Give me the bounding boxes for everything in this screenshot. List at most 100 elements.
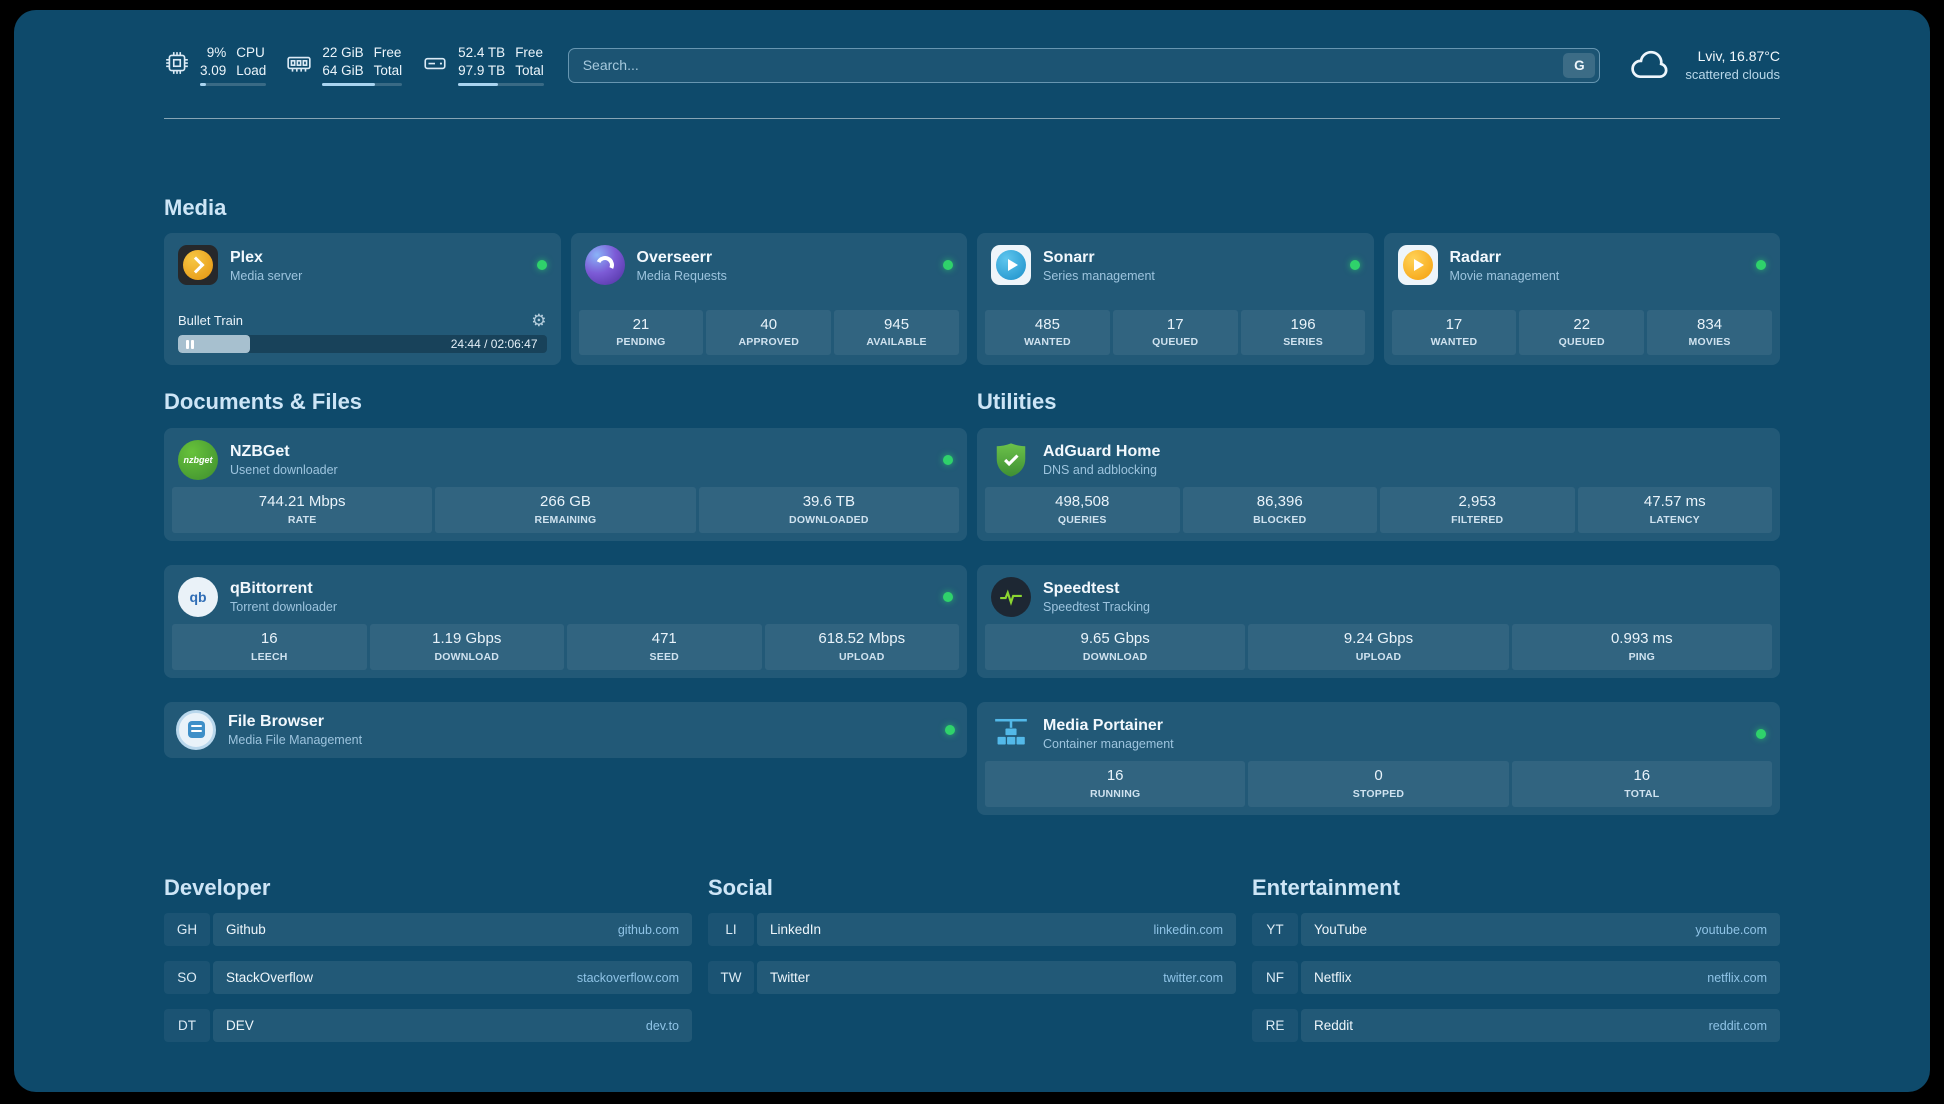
- stat-label: MOVIES: [1688, 336, 1731, 349]
- stat-box: 86,396 BLOCKED: [1182, 487, 1377, 533]
- playback-progress-bar[interactable]: 24:44 / 02:06:47: [178, 335, 547, 354]
- stat-box: 485 WANTED: [985, 309, 1110, 356]
- stat-box: 1.19 Gbps DOWNLOAD: [369, 624, 564, 670]
- stat-value: 744.21 Mbps: [258, 493, 346, 511]
- stat-box: 22 QUEUED: [1519, 309, 1645, 356]
- service-card-adguard[interactable]: AdGuard Home DNS and adblocking 498,508 …: [977, 427, 1780, 541]
- bookmark-url: dev.to: [645, 1018, 679, 1033]
- weather-condition: scattered clouds: [1685, 66, 1780, 82]
- stat-box: 9.65 Gbps DOWNLOAD: [985, 624, 1246, 670]
- bookmark-abbr: TW: [708, 961, 754, 995]
- nzbget-icon-text: nzbget: [183, 454, 213, 465]
- service-description: Usenet downloader: [230, 463, 338, 478]
- stat-box: 16 LEECH: [172, 624, 367, 670]
- stat-label: QUEUED: [1558, 336, 1605, 349]
- section-documents: Documents & Files nzbget NZBGet Usenet d…: [164, 389, 967, 758]
- speedtest-pulse-icon: [991, 576, 1031, 617]
- bookmark-netflix[interactable]: NF Netflix netflix.com: [1252, 961, 1780, 995]
- search-bar: G: [567, 47, 1601, 83]
- ram-widget: 22 GiB 64 GiB Free Total: [286, 44, 403, 87]
- service-description: Movie management: [1449, 268, 1560, 283]
- bookmark-abbr: RE: [1252, 1009, 1298, 1043]
- service-stats: 744.21 Mbps RATE 266 GB REMAINING 39.6 T…: [172, 487, 959, 533]
- ram-total-value: 64 GiB: [322, 62, 364, 78]
- service-name: Overseerr: [636, 248, 713, 266]
- stat-box: 39.6 TB DOWNLOADED: [698, 487, 959, 533]
- service-card-filebrowser[interactable]: File Browser Media File Management: [164, 701, 967, 758]
- stat-value: 471: [651, 630, 677, 648]
- service-stats: 16 LEECH 1.19 Gbps DOWNLOAD 471 SEED 6: [172, 624, 959, 670]
- settings-gear-icon[interactable]: ⚙: [531, 311, 547, 331]
- sonarr-icon: [991, 245, 1031, 286]
- stat-label: DOWNLOAD: [1082, 650, 1148, 663]
- service-stats: 9.65 Gbps DOWNLOAD 9.24 Gbps UPLOAD 0.99…: [985, 624, 1772, 670]
- stat-box: 9.24 Gbps UPLOAD: [1248, 624, 1509, 670]
- stat-value: 1.19 Gbps: [432, 630, 502, 648]
- nzbget-icon: nzbget: [178, 439, 218, 480]
- stat-box: 2,953 FILTERED: [1380, 487, 1575, 533]
- bookmark-twitter[interactable]: TW Twitter twitter.com: [708, 961, 1236, 995]
- overseerr-icon: [584, 245, 625, 286]
- now-playing-title: Bullet Train: [178, 313, 244, 329]
- group-title-documents: Documents & Files: [164, 389, 363, 415]
- stat-label: LATENCY: [1649, 513, 1700, 526]
- ram-free-value: 22 GiB: [322, 44, 364, 60]
- bookmark-dev[interactable]: DT DEV dev.to: [164, 1009, 692, 1043]
- service-card-sonarr[interactable]: Sonarr Series management 485 WANTED 17 Q…: [977, 233, 1374, 366]
- stat-box: 834 MOVIES: [1647, 309, 1772, 356]
- group-title-developer: Developer: [164, 874, 271, 900]
- bookmark-url: linkedin.com: [1153, 922, 1223, 937]
- stat-label: TOTAL: [1624, 787, 1660, 800]
- stat-value: 39.6 TB: [802, 493, 855, 511]
- service-card-nzbget[interactable]: nzbget NZBGet Usenet downloader 744.21 M…: [164, 427, 967, 541]
- stat-value: 485: [1034, 315, 1060, 333]
- bookmark-reddit[interactable]: RE Reddit reddit.com: [1252, 1009, 1780, 1043]
- service-stats: 498,508 QUERIES 86,396 BLOCKED 2,953 FIL…: [985, 487, 1772, 533]
- service-card-overseerr[interactable]: Overseerr Media Requests 21 PENDING 40 A…: [570, 233, 967, 366]
- bookmark-name: Github: [226, 922, 266, 938]
- stat-value: 16: [1106, 767, 1124, 785]
- stat-box: 266 GB REMAINING: [435, 487, 696, 533]
- dashboard: 9% 3.09 CPU Load: [14, 10, 1930, 1092]
- service-card-radarr[interactable]: Radarr Movie management 17 WANTED 22 QUE…: [1383, 233, 1780, 366]
- stat-box: 16 TOTAL: [1511, 761, 1772, 807]
- stat-label: WANTED: [1430, 336, 1478, 349]
- bookmark-group-social: Social LI LinkedIn linkedin.com TW Twitt…: [708, 875, 1236, 995]
- service-name: Media Portainer: [1043, 717, 1164, 735]
- stat-label: LEECH: [250, 650, 288, 663]
- disk-free-value: 52.4 TB: [458, 44, 506, 60]
- service-card-portainer[interactable]: Media Portainer Container management 16 …: [977, 701, 1780, 815]
- service-description: DNS and adblocking: [1043, 463, 1157, 478]
- search-input[interactable]: [567, 47, 1601, 83]
- service-description: Speedtest Tracking: [1043, 600, 1151, 615]
- bookmark-youtube[interactable]: YT YouTube youtube.com: [1252, 913, 1780, 947]
- stat-value: 498,508: [1055, 493, 1110, 511]
- service-stats: 21 PENDING 40 APPROVED 945 AVAILABLE: [578, 309, 960, 356]
- service-card-plex[interactable]: Plex Media server Bullet Train ⚙: [164, 233, 561, 366]
- bookmark-github[interactable]: GH Github github.com: [164, 913, 692, 947]
- stat-label: UPLOAD: [838, 650, 885, 663]
- bookmark-url: stackoverflow.com: [576, 970, 679, 985]
- bookmark-stackoverflow[interactable]: SO StackOverflow stackoverflow.com: [164, 961, 692, 995]
- service-description: Container management: [1043, 737, 1174, 752]
- stat-label: REMAINING: [534, 513, 597, 526]
- stat-label: BLOCKED: [1253, 513, 1307, 526]
- search-provider-button[interactable]: G: [1563, 52, 1596, 78]
- radarr-icon: [1397, 245, 1438, 286]
- service-card-qbittorrent[interactable]: qb qBittorrent Torrent downloader 16 LEE…: [164, 564, 967, 678]
- stat-box: 471 SEED: [567, 624, 762, 670]
- service-name: File Browser: [228, 713, 325, 731]
- service-card-speedtest[interactable]: Speedtest Speedtest Tracking 9.65 Gbps D…: [977, 564, 1780, 678]
- section-media: Media Plex Media server: [164, 195, 1780, 366]
- status-dot-online: [1756, 260, 1766, 271]
- cpu-progress-bar: [200, 83, 267, 87]
- bookmark-linkedin[interactable]: LI LinkedIn linkedin.com: [708, 913, 1236, 947]
- service-stats: 17 WANTED 22 QUEUED 834 MOVIES: [1391, 309, 1773, 356]
- pause-button[interactable]: [186, 335, 194, 353]
- stat-box: 40 APPROVED: [706, 309, 832, 356]
- stat-label: QUERIES: [1057, 513, 1107, 526]
- playback-time: 24:44 / 02:06:47: [450, 337, 538, 352]
- stat-value: 834: [1697, 315, 1723, 333]
- service-description: Torrent downloader: [230, 600, 338, 615]
- service-description: Media File Management: [228, 733, 363, 748]
